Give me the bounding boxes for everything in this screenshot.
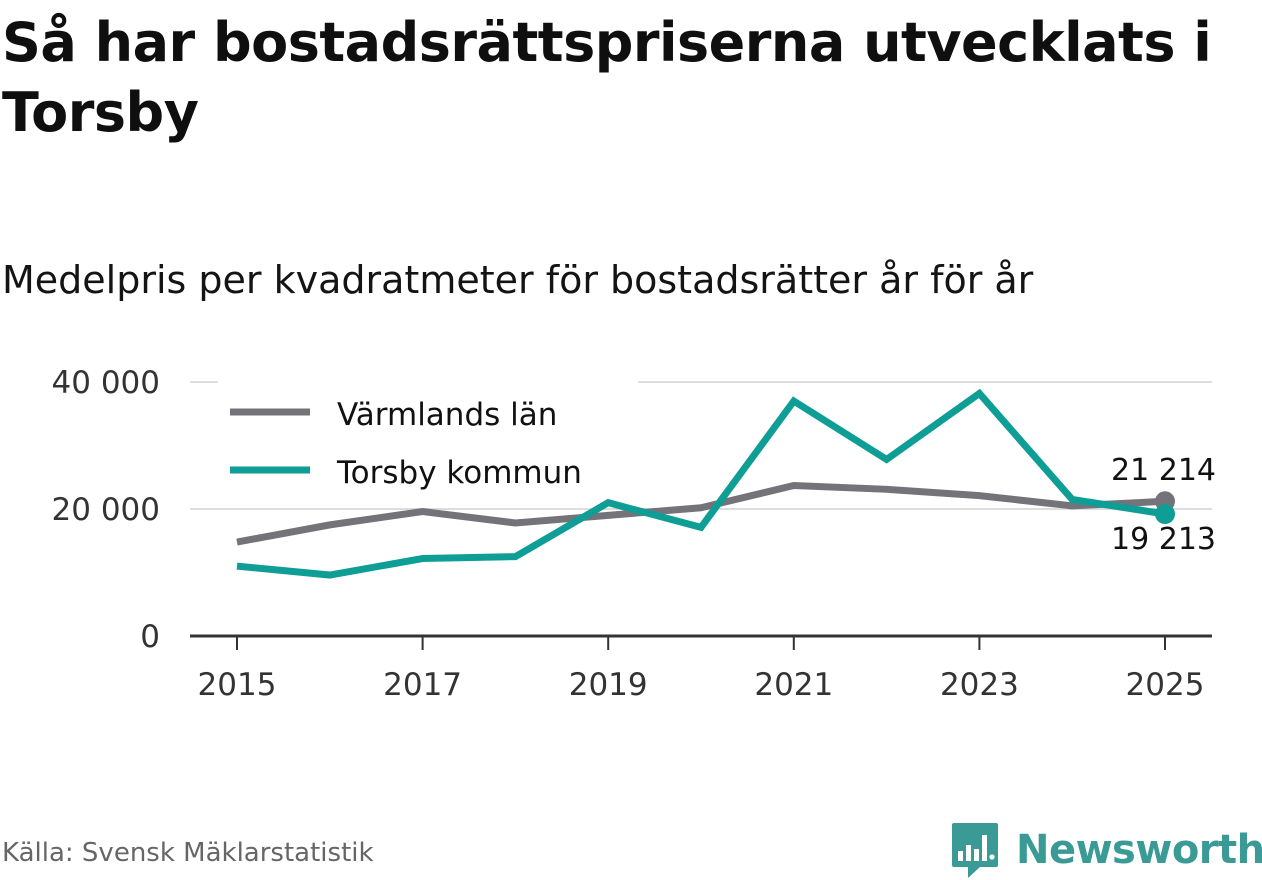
x-tick-label: 2019 [569, 667, 648, 703]
x-tick-label: 2017 [383, 667, 462, 703]
end-point-torsby [1155, 503, 1175, 524]
x-tick-label: 2025 [1126, 667, 1205, 703]
x-tick-label: 2015 [198, 667, 277, 703]
legend: Värmlands län Torsby kommun [218, 380, 638, 498]
series-line-torsby [236, 388, 1166, 579]
legend-background [218, 380, 638, 498]
y-tick-label: 40 000 [52, 365, 160, 401]
legend-label-torsby: Torsby kommun [336, 455, 582, 491]
brand-name: Newsworthy [1016, 827, 1262, 873]
y-axis-labels: 0 20 000 40 000 [52, 365, 160, 655]
chart-subtitle: Medelpris per kvadratmeter för bostadsrä… [2, 258, 1034, 302]
end-label-varmland: 21 214 [1111, 453, 1216, 488]
series-lines [236, 388, 1175, 579]
legend-label-varmland: Värmlands län [337, 397, 557, 433]
newsworthy-logo-icon [952, 823, 998, 878]
x-tick-label: 2023 [940, 667, 1019, 703]
y-tick-label: 0 [140, 619, 160, 655]
end-label-torsby: 19 213 [1111, 522, 1216, 557]
x-tick-label: 2021 [754, 667, 833, 703]
x-axis: 2015 2017 2019 2021 2023 2025 [190, 634, 1212, 703]
y-tick-label: 20 000 [52, 492, 160, 528]
brand-logo[interactable]: Newsworthy [950, 820, 1262, 880]
series-line-varmland [236, 481, 1166, 546]
chart-title: Så har bostadsrättspriserna utvecklats i… [2, 11, 1212, 144]
source-note: Källa: Svensk Mäklarstatistik [2, 838, 374, 868]
